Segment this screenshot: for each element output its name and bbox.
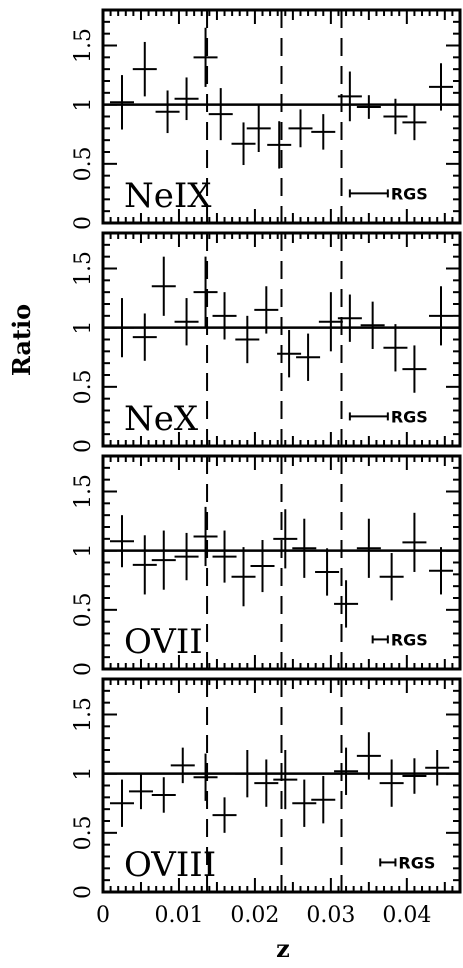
x-tick-label: 0.02 [230, 903, 279, 928]
y-tick-label: 0.5 [71, 592, 96, 627]
y-tick-label: 1.5 [71, 251, 96, 286]
x-tick-label: 0 [96, 903, 110, 928]
panel-label: NeX [124, 399, 199, 439]
x-tick-label: 0.03 [306, 903, 355, 928]
resolution-label: RGS [391, 184, 428, 203]
resolution-label: RGS [391, 407, 428, 426]
y-tick-label: 1.5 [71, 697, 96, 732]
y-tick-label: 1.5 [71, 28, 96, 63]
x-axis-label: z [276, 934, 290, 963]
y-tick-label: 1 [71, 321, 96, 335]
y-tick-label: 0.5 [71, 146, 96, 181]
y-tick-label: 0 [71, 439, 96, 453]
y-tick-label: 0 [71, 885, 96, 899]
y-axis-label: Ratio [7, 304, 36, 376]
y-tick-label: 0 [71, 662, 96, 676]
panel-label: NeIX [124, 176, 212, 216]
y-tick-label: 0.5 [71, 369, 96, 404]
panel-label: OVII [124, 622, 203, 662]
y-tick-label: 1 [71, 767, 96, 781]
y-tick-label: 1 [71, 98, 96, 112]
y-tick-label: 0 [71, 216, 96, 230]
panel-oviii: 0 0.5 1 1.5 OVIII RGS [71, 677, 462, 899]
panel-ovii: 0 0.5 1 1.5 OVII RGS [71, 454, 462, 676]
y-tick-label: 1 [71, 544, 96, 558]
x-tick-label: 0.01 [154, 903, 203, 928]
y-tick-label: 1.5 [71, 474, 96, 509]
y-tick-label: 0.5 [71, 815, 96, 850]
panel-neix: 0 0.5 1 1.5 NeIX RGS [71, 8, 462, 230]
resolution-label: RGS [391, 630, 428, 649]
panel-label: OVIII [124, 845, 216, 885]
panel-nex: 0 0.5 1 1.5 NeX RGS [71, 231, 462, 453]
x-tick-label: 0.04 [382, 903, 431, 928]
resolution-label: RGS [398, 853, 435, 872]
